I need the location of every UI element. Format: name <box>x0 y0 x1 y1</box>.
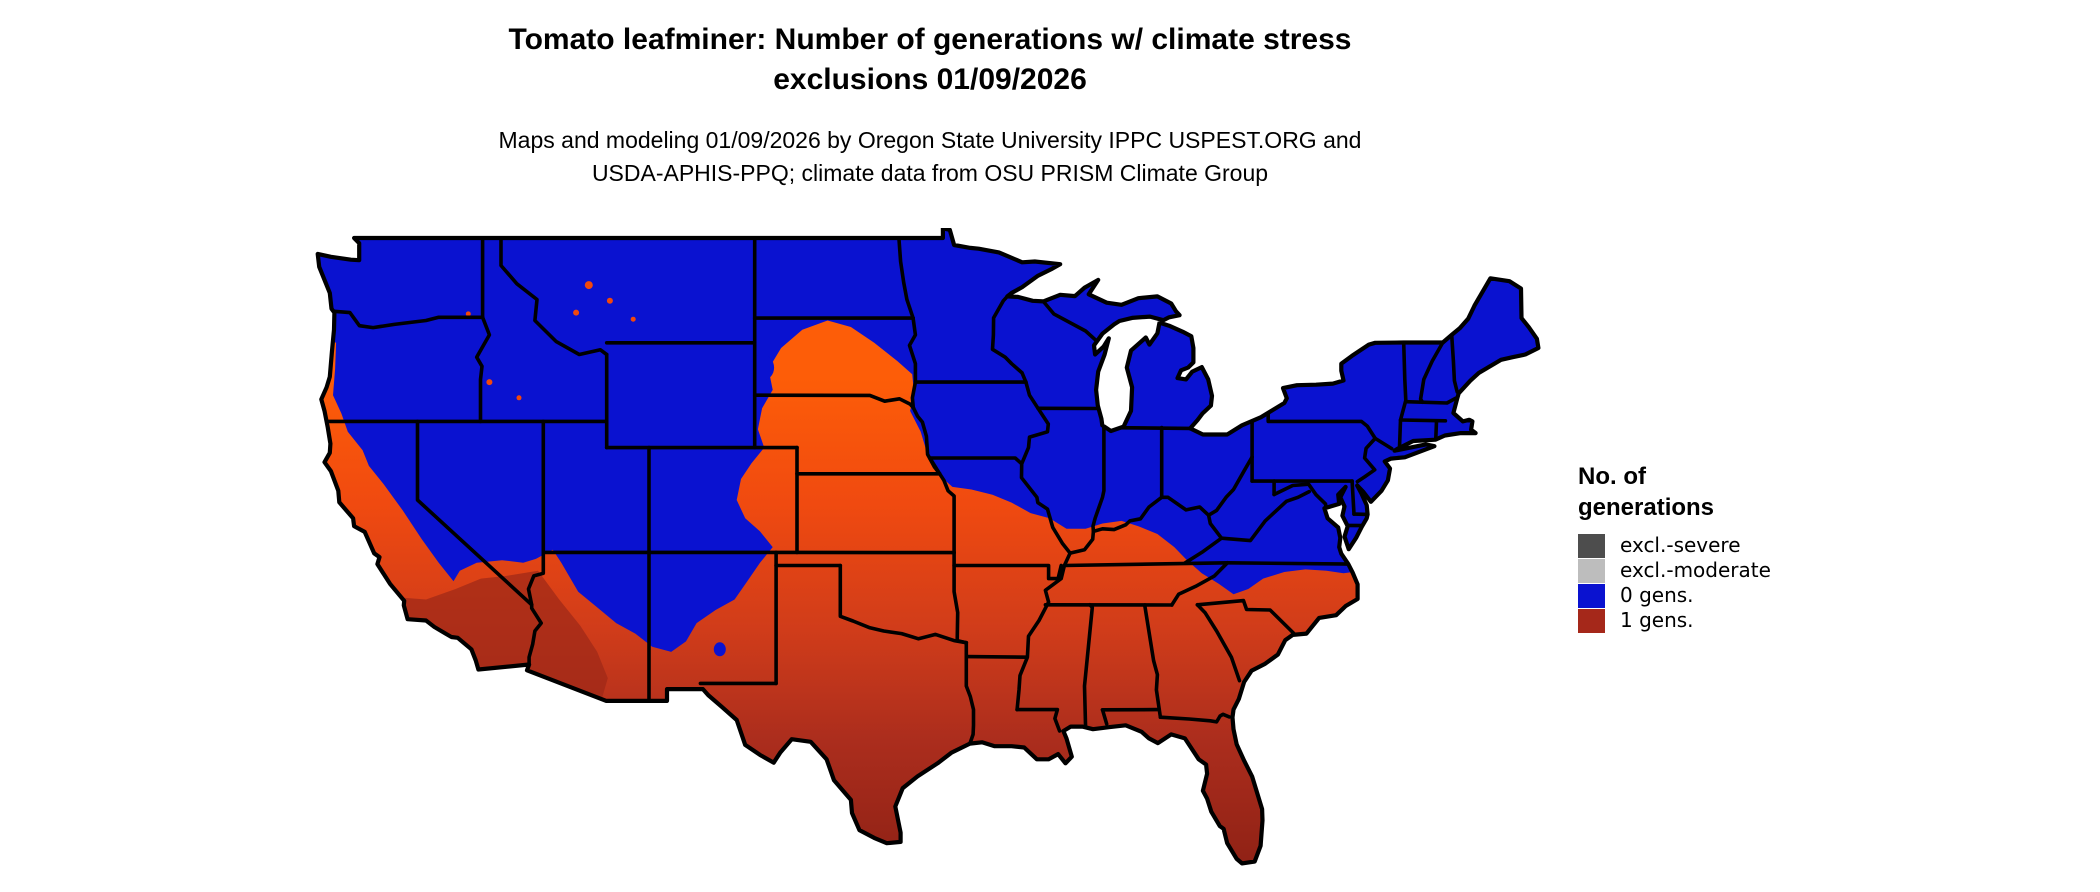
one-gen-speckle <box>465 311 471 317</box>
zero-gen-island <box>713 642 726 657</box>
legend-label: 1 gens. <box>1620 608 1694 632</box>
legend-swatch <box>1578 533 1605 558</box>
legend-item: 0 gens. <box>1578 583 1838 608</box>
legend-item: excl.-severe <box>1578 533 1838 558</box>
conus-outline <box>315 228 1541 866</box>
legend-label: excl.-moderate <box>1620 558 1771 582</box>
legend-title-line2: generations <box>1578 494 1715 521</box>
us-generations-map <box>315 228 1541 892</box>
legend-label: excl.-severe <box>1620 533 1741 557</box>
legend-label: 0 gens. <box>1620 583 1694 607</box>
one-gen-speckle <box>516 395 522 401</box>
page-subtitle-line1: Maps and modeling 01/09/2026 by Oregon S… <box>498 127 1362 153</box>
one-gen-speckle <box>606 297 613 304</box>
legend-title: No. of generations <box>1578 461 1838 523</box>
legend-items: excl.-severe excl.-moderate 0 gens. 1 gens. <box>1578 533 1838 633</box>
legend-title-line1: No. of <box>1578 463 1646 490</box>
legend-item: excl.-moderate <box>1578 558 1838 583</box>
legend-swatch <box>1578 608 1605 633</box>
one-gen-speckle <box>573 309 580 316</box>
one-gen-speckle <box>584 281 593 290</box>
page-subtitle: Maps and modeling 01/09/2026 by Oregon S… <box>0 124 1860 190</box>
legend-item: 1 gens. <box>1578 608 1838 633</box>
one-gen-speckle <box>486 379 493 386</box>
page-title-line2: exclusions 01/09/2026 <box>773 63 1087 96</box>
one-gen-speckle <box>630 316 636 322</box>
page-title-line1: Tomato leafminer: Number of generations … <box>508 23 1352 56</box>
legend-swatch <box>1578 583 1605 608</box>
state-borders <box>323 236 1459 746</box>
map-legend: No. of generations excl.-severe excl.-mod… <box>1578 461 1838 633</box>
us-map-svg <box>315 228 1541 866</box>
page-title: Tomato leafminer: Number of generations … <box>0 20 1860 100</box>
legend-swatch <box>1578 558 1605 583</box>
page-subtitle-line2: USDA-APHIS-PPQ; climate data from OSU PR… <box>591 160 1269 186</box>
